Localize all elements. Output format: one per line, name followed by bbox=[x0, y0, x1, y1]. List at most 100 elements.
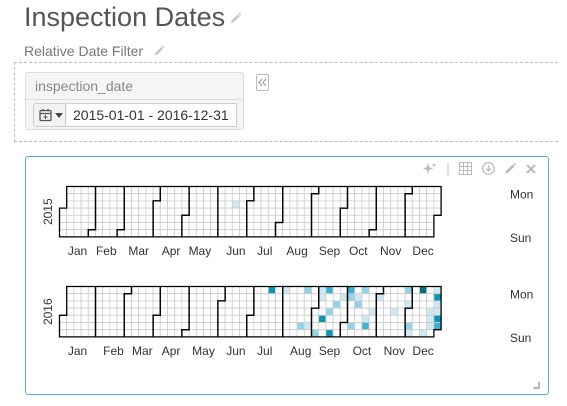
heatmap-cell bbox=[275, 322, 284, 331]
month-label: Sep bbox=[319, 244, 341, 258]
heatmap-cell bbox=[397, 214, 406, 223]
heatmap-cell bbox=[260, 286, 269, 295]
heatmap-cell bbox=[368, 214, 377, 223]
heatmap-cell bbox=[375, 293, 384, 302]
heatmap-cell bbox=[138, 307, 147, 316]
heatmap-cell bbox=[390, 322, 399, 331]
heatmap-cell bbox=[296, 293, 305, 302]
heatmap-cell bbox=[217, 322, 226, 331]
heatmap-cell bbox=[339, 300, 348, 309]
heatmap-cell bbox=[210, 214, 219, 223]
heatmap-cell bbox=[347, 322, 356, 331]
heatmap-cell bbox=[116, 322, 125, 331]
heatmap-cell bbox=[318, 214, 327, 223]
resize-handle-icon[interactable] bbox=[532, 381, 540, 389]
heatmap-cell bbox=[123, 293, 132, 302]
heatmap-cell bbox=[239, 222, 248, 231]
heatmap-cell bbox=[267, 229, 276, 238]
heatmap-cell bbox=[87, 329, 96, 338]
heatmap-cell bbox=[102, 307, 111, 316]
collapse-button[interactable] bbox=[256, 74, 269, 91]
heatmap-cell bbox=[138, 322, 147, 331]
heatmap-cell bbox=[318, 222, 327, 231]
heatmap-cell bbox=[275, 186, 284, 195]
heatmap-cell bbox=[59, 222, 68, 231]
heatmap-cell bbox=[339, 322, 348, 331]
heatmap-cell bbox=[318, 322, 327, 331]
heatmap-cell bbox=[375, 200, 384, 209]
heatmap-cell bbox=[339, 314, 348, 323]
heatmap-cell bbox=[217, 300, 226, 309]
heatmap-cell bbox=[231, 293, 240, 302]
heatmap-cell bbox=[311, 229, 320, 238]
heatmap-cell bbox=[354, 229, 363, 238]
heatmap-cell bbox=[138, 229, 147, 238]
heatmap-cell bbox=[347, 207, 356, 216]
heatmap-cell bbox=[347, 200, 356, 209]
heatmap-cell bbox=[303, 207, 312, 216]
heatmap-cell bbox=[145, 207, 154, 216]
heatmap-cell bbox=[73, 229, 82, 238]
heatmap-cell bbox=[138, 300, 147, 309]
heatmap-cell bbox=[404, 200, 413, 209]
pencil-icon[interactable] bbox=[229, 12, 242, 25]
heatmap-cell bbox=[375, 300, 384, 309]
heatmap-cell bbox=[167, 193, 176, 202]
heatmap-cell bbox=[87, 293, 96, 302]
heatmap-cell bbox=[167, 286, 176, 295]
heatmap-cell bbox=[217, 200, 226, 209]
heatmap-cell bbox=[109, 322, 118, 331]
heatmap-cell bbox=[397, 314, 406, 323]
table-icon[interactable] bbox=[459, 162, 472, 175]
pencil-icon[interactable] bbox=[153, 45, 165, 57]
heatmap-cell bbox=[174, 307, 183, 316]
heatmap-cell bbox=[303, 200, 312, 209]
heatmap-cell bbox=[131, 200, 140, 209]
sparkle-icon[interactable] bbox=[423, 162, 437, 176]
heatmap-cell bbox=[419, 229, 428, 238]
calendar-dropdown-button[interactable] bbox=[33, 103, 66, 127]
heatmap-cell bbox=[80, 322, 89, 331]
heatmap-cell bbox=[217, 214, 226, 223]
month-label: Dec bbox=[412, 344, 433, 358]
download-icon[interactable] bbox=[482, 162, 495, 175]
heatmap-cell bbox=[332, 207, 341, 216]
heatmap-cell bbox=[231, 214, 240, 223]
heatmap-cell bbox=[419, 300, 428, 309]
heatmap-cell bbox=[296, 214, 305, 223]
heatmap-cell bbox=[66, 186, 75, 195]
month-label: Oct bbox=[349, 244, 368, 258]
heatmap-cell bbox=[131, 222, 140, 231]
date-range-input[interactable]: 2015-01-01 - 2016-12-31 bbox=[67, 103, 237, 127]
pencil-icon[interactable] bbox=[504, 162, 517, 175]
close-icon[interactable] bbox=[525, 163, 537, 175]
heatmap-cell bbox=[419, 193, 428, 202]
heatmap-cell bbox=[195, 207, 204, 216]
heatmap-cell bbox=[282, 229, 291, 238]
heatmap-cell bbox=[368, 193, 377, 202]
heatmap-cell bbox=[303, 322, 312, 331]
heatmap-cell bbox=[260, 314, 269, 323]
heatmap-cell bbox=[390, 207, 399, 216]
heatmap-cell bbox=[390, 193, 399, 202]
heatmap-cell bbox=[231, 222, 240, 231]
heatmap-cell bbox=[253, 186, 262, 195]
heatmap-cell bbox=[347, 293, 356, 302]
heatmap-cell bbox=[102, 229, 111, 238]
heatmap-cell bbox=[145, 229, 154, 238]
heatmap-cell bbox=[210, 307, 219, 316]
heatmap-cell bbox=[95, 322, 104, 331]
heatmap-cell bbox=[426, 186, 435, 195]
heatmap-cell bbox=[426, 193, 435, 202]
heatmap-cell bbox=[383, 186, 392, 195]
heatmap-cell bbox=[246, 286, 255, 295]
heatmap-cell bbox=[361, 322, 370, 331]
heatmap-cell bbox=[275, 293, 284, 302]
heatmap-cell bbox=[217, 193, 226, 202]
heatmap-cell bbox=[188, 307, 197, 316]
heatmap-cell bbox=[411, 307, 420, 316]
page-title: Inspection Dates bbox=[24, 2, 226, 32]
heatmap-cell bbox=[390, 214, 399, 223]
heatmap-cell bbox=[87, 214, 96, 223]
heatmap-cell bbox=[203, 229, 212, 238]
